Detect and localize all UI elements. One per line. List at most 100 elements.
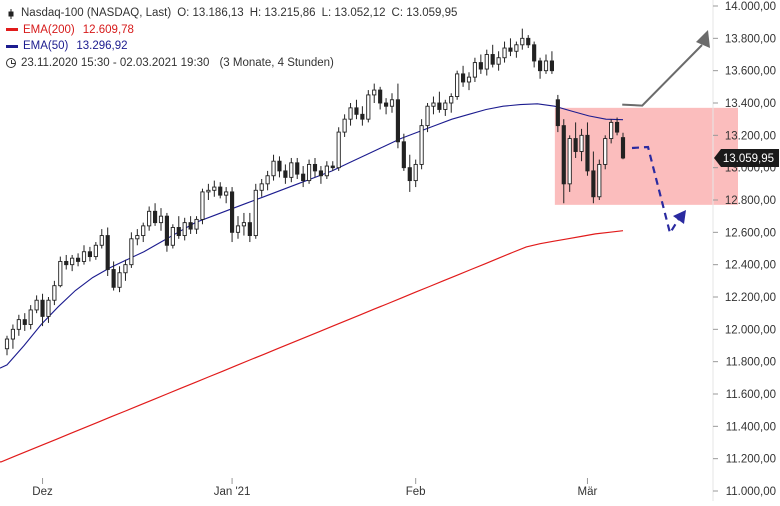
candle-down bbox=[407, 167, 412, 182]
candle-down bbox=[478, 62, 483, 70]
y-tick-label: 14.000,00 bbox=[725, 1, 776, 13]
candle-down bbox=[277, 160, 282, 172]
candle-up bbox=[70, 257, 75, 266]
x-tick-label: Jan '21 bbox=[214, 486, 251, 498]
candle-up bbox=[99, 235, 104, 246]
candle-down bbox=[354, 107, 359, 115]
last-price-label-bg bbox=[714, 148, 779, 167]
candle-up bbox=[425, 105, 430, 127]
candle-up bbox=[348, 107, 353, 120]
up-arrow-head bbox=[696, 30, 710, 48]
candle-up bbox=[324, 165, 329, 177]
y-tick-label: 13.800,00 bbox=[725, 33, 776, 45]
candle-up bbox=[496, 57, 501, 65]
candle-down bbox=[22, 319, 27, 325]
close-value: C: 13.059,95 bbox=[391, 7, 458, 19]
candle-up bbox=[443, 102, 448, 110]
ema200-label: EMA(200) bbox=[23, 23, 75, 36]
candle-up bbox=[16, 319, 21, 330]
candle-down bbox=[585, 134, 590, 172]
candle-up bbox=[603, 138, 608, 165]
candle-up bbox=[342, 118, 347, 133]
y-tick-label: 11.000,00 bbox=[726, 486, 776, 498]
y-tick-label: 13.400,00 bbox=[725, 98, 776, 110]
candle-up bbox=[4, 338, 10, 350]
y-tick-label: 12.600,00 bbox=[725, 227, 776, 239]
candle-down bbox=[401, 141, 406, 169]
candle-up bbox=[182, 222, 187, 237]
candle-up bbox=[431, 102, 436, 107]
candle-up bbox=[194, 218, 199, 230]
candle-up bbox=[455, 73, 460, 97]
candle-down bbox=[176, 227, 181, 237]
candle-up bbox=[200, 191, 205, 220]
instrument-name: Nasdaq-100 (NASDAQ, Last) bbox=[21, 7, 172, 19]
candle-up bbox=[253, 189, 258, 237]
candle-up bbox=[135, 235, 140, 240]
y-tick-label: 11.800,00 bbox=[726, 357, 776, 369]
candle-down bbox=[490, 54, 495, 65]
candle-up bbox=[597, 163, 602, 198]
candle-down bbox=[295, 162, 300, 175]
candle-down bbox=[283, 170, 288, 178]
candle-up bbox=[235, 225, 241, 233]
candle-up bbox=[46, 299, 51, 317]
candle-up bbox=[147, 210, 152, 227]
range-text: (3 Monate, 4 Stunden) bbox=[219, 56, 334, 69]
y-tick-label: 11.600,00 bbox=[726, 389, 776, 401]
candle-down bbox=[164, 215, 170, 246]
candle-up bbox=[306, 163, 312, 182]
x-tick-label: Dez bbox=[32, 486, 53, 498]
candle-up bbox=[212, 186, 217, 191]
candle-down bbox=[573, 138, 578, 152]
candle-up bbox=[170, 227, 175, 246]
candle-up bbox=[336, 131, 341, 169]
candle-down bbox=[318, 170, 324, 177]
candle-up bbox=[579, 134, 584, 152]
candle-down bbox=[229, 191, 235, 233]
zone-rectangle bbox=[554, 107, 738, 205]
candle-up bbox=[520, 37, 525, 46]
candle-up bbox=[271, 160, 276, 177]
ema50-row: EMA(50) 13.296,92 bbox=[6, 38, 463, 55]
ema50-swatch bbox=[6, 44, 18, 48]
candle-up bbox=[93, 244, 98, 258]
ema50-label: EMA(50) bbox=[23, 40, 69, 52]
y-tick-label: 12.400,00 bbox=[725, 260, 776, 272]
ohlc-row: Nasdaq-100 (NASDAQ, Last) O: 13.186,13 H… bbox=[6, 5, 463, 22]
y-tick-label: 12.800,00 bbox=[725, 195, 776, 207]
candle-down bbox=[526, 37, 531, 46]
y-tick-label: 13.200,00 bbox=[725, 130, 776, 142]
candle-down bbox=[360, 113, 365, 120]
candle-up bbox=[289, 162, 294, 178]
y-tick-label: 12.200,00 bbox=[725, 292, 776, 304]
up-arrow-line bbox=[622, 44, 703, 107]
y-tick-label: 12.000,00 bbox=[725, 324, 776, 336]
candle-up bbox=[10, 328, 16, 340]
candle-up bbox=[372, 89, 377, 96]
ema50-line bbox=[0, 103, 624, 369]
candle-up bbox=[609, 121, 614, 140]
period-text: 23.11.2020 15:30 - 02.03.2021 19:30 bbox=[21, 56, 210, 69]
candle-down bbox=[188, 222, 193, 230]
candle-down bbox=[508, 47, 513, 52]
ema200-row: EMA(200) 12.609,78 bbox=[6, 22, 463, 39]
candle-up bbox=[34, 299, 39, 311]
candle-up bbox=[206, 189, 211, 193]
candle-down bbox=[460, 73, 466, 83]
candle-up bbox=[158, 215, 164, 224]
candle-up bbox=[58, 260, 63, 287]
candle-up bbox=[514, 44, 519, 52]
candle-down bbox=[87, 251, 93, 258]
candle-down bbox=[247, 222, 252, 237]
candle-down bbox=[395, 99, 401, 143]
candle-down bbox=[330, 165, 335, 169]
ema50-value: 13.296,92 bbox=[76, 40, 128, 52]
candle-up bbox=[419, 125, 424, 165]
chart-legend: Nasdaq-100 (NASDAQ, Last) O: 13.186,13 H… bbox=[6, 5, 463, 71]
ema200-swatch bbox=[6, 28, 18, 32]
x-tick-label: Mär bbox=[578, 486, 598, 498]
candle-down bbox=[218, 186, 223, 196]
